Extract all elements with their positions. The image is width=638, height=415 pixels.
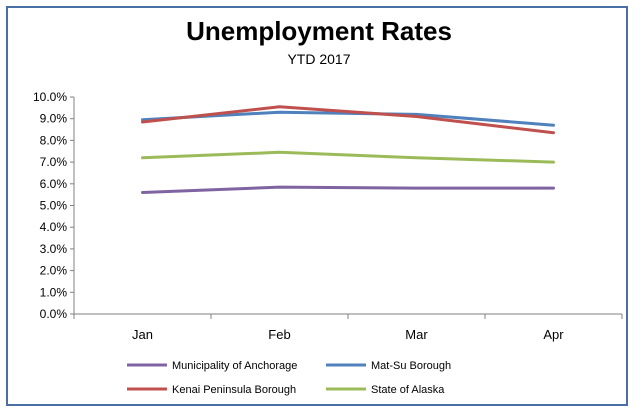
- x-tick-label: Mar: [405, 327, 428, 342]
- chart-legend: Municipality of Anchorage Mat-Su Borough K…: [127, 360, 451, 396]
- chart-axes: 0.0% 1.0% 2.0% 3.0% 4.0% 5.0% 6.0% 7.0% 8.0% 9.0%…: [33, 90, 623, 342]
- y-tick-label: 6.0%: [40, 177, 68, 191]
- chart-series-lines: [141, 105, 555, 194]
- series-line: [141, 150, 555, 164]
- y-tick-label: 1.0%: [40, 285, 68, 299]
- y-tick-label: 10.0%: [33, 90, 67, 104]
- y-tick-label: 5.0%: [40, 199, 68, 213]
- y-tick-label: 0.0%: [40, 307, 68, 321]
- chart-subtitle: YTD 2017: [287, 51, 351, 67]
- legend-label: Kenai Peninsula Borough: [172, 384, 296, 396]
- y-tick-label: 8.0%: [40, 133, 68, 147]
- legend-label: Municipality of Anchorage: [172, 360, 297, 372]
- x-tick-label: Apr: [543, 327, 564, 342]
- y-tick-label: 3.0%: [40, 242, 68, 256]
- series-line: [141, 105, 555, 135]
- series-line: [141, 185, 555, 194]
- legend-label: Mat-Su Borough: [371, 360, 451, 372]
- y-tick-label: 2.0%: [40, 264, 68, 278]
- series-line: [141, 110, 555, 127]
- y-tick-label: 9.0%: [40, 112, 68, 126]
- chart-frame: [6, 6, 628, 406]
- y-tick-label: 7.0%: [40, 155, 68, 169]
- chart-title: Unemployment Rates: [186, 16, 452, 46]
- legend-label: State of Alaska: [371, 384, 445, 396]
- x-tick-label: Jan: [132, 327, 153, 342]
- x-tick-label: Feb: [268, 327, 290, 342]
- y-tick-label: 4.0%: [40, 220, 68, 234]
